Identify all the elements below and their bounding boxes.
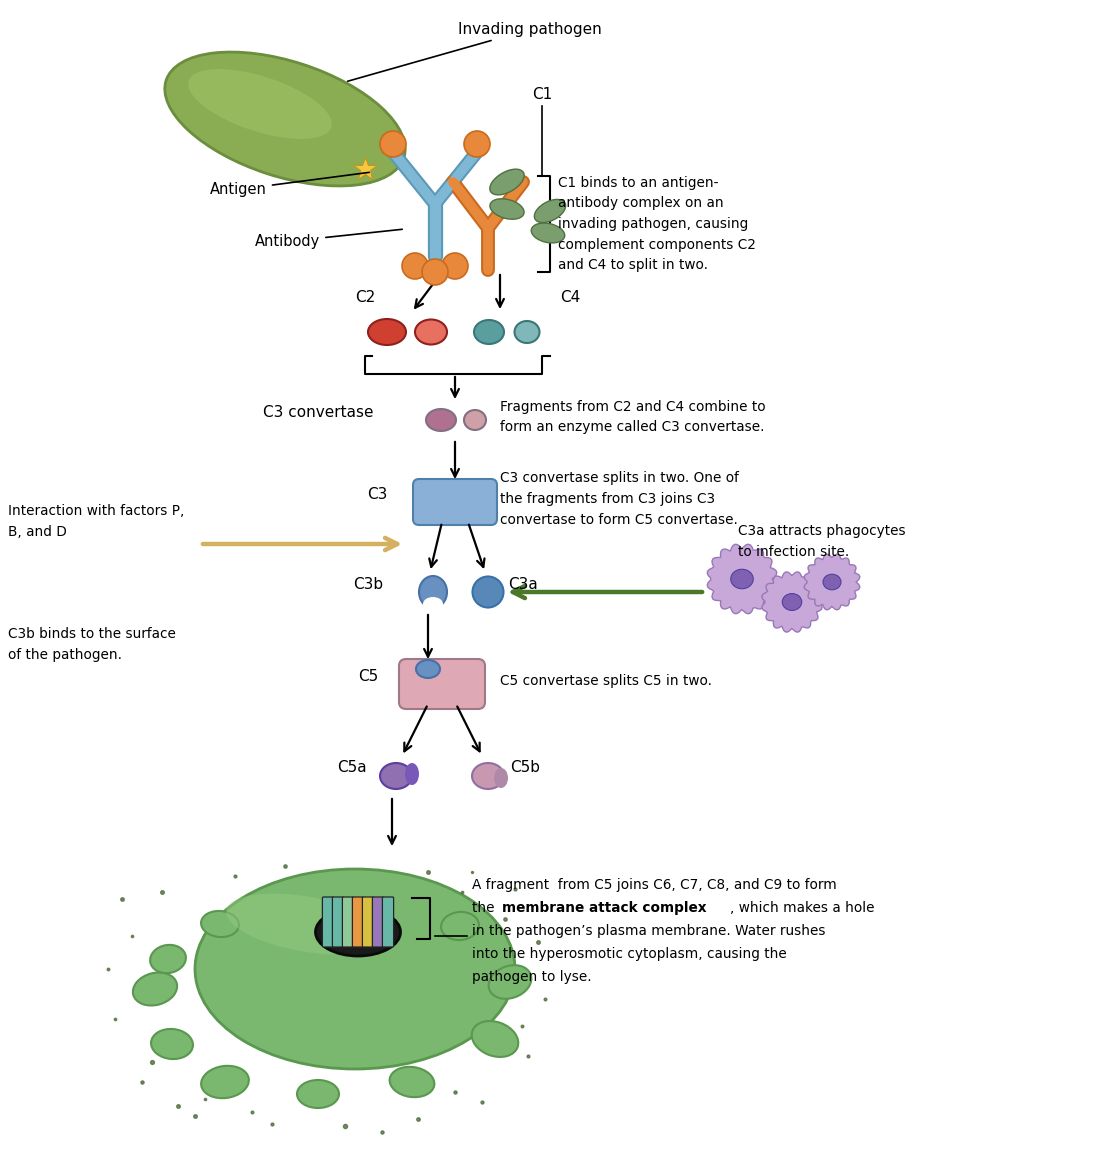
Circle shape xyxy=(380,132,406,157)
Text: C3b: C3b xyxy=(353,577,383,592)
Text: Antibody: Antibody xyxy=(255,230,402,249)
Text: Antigen: Antigen xyxy=(210,172,369,197)
Text: C2: C2 xyxy=(355,290,375,305)
Text: C1 binds to an antigen-
antibody complex on an
invading pathogen, causing
comple: C1 binds to an antigen- antibody complex… xyxy=(558,175,756,272)
Ellipse shape xyxy=(472,763,504,789)
Ellipse shape xyxy=(474,320,504,344)
FancyBboxPatch shape xyxy=(382,897,393,947)
Ellipse shape xyxy=(151,1029,193,1059)
Ellipse shape xyxy=(823,575,841,590)
FancyBboxPatch shape xyxy=(343,897,354,947)
Text: into the hyperosmotic cytoplasm, causing the: into the hyperosmotic cytoplasm, causing… xyxy=(472,947,787,961)
Ellipse shape xyxy=(423,597,443,610)
FancyBboxPatch shape xyxy=(323,897,334,947)
Circle shape xyxy=(402,253,428,279)
Ellipse shape xyxy=(195,869,515,1069)
Ellipse shape xyxy=(188,69,332,138)
Ellipse shape xyxy=(731,569,754,589)
Ellipse shape xyxy=(426,409,456,430)
Text: C5b: C5b xyxy=(510,760,540,775)
Ellipse shape xyxy=(315,908,400,956)
Text: in the pathogen’s plasma membrane. Water rushes: in the pathogen’s plasma membrane. Water… xyxy=(472,924,825,938)
Ellipse shape xyxy=(515,321,540,343)
Ellipse shape xyxy=(390,1066,434,1097)
Text: C5: C5 xyxy=(358,669,378,684)
Ellipse shape xyxy=(165,52,406,186)
Text: C3b binds to the surface
of the pathogen.: C3b binds to the surface of the pathogen… xyxy=(8,628,176,662)
Text: C3a: C3a xyxy=(508,577,538,592)
Polygon shape xyxy=(761,572,822,632)
Circle shape xyxy=(422,258,449,285)
Ellipse shape xyxy=(406,763,419,785)
FancyBboxPatch shape xyxy=(399,659,485,709)
Circle shape xyxy=(464,132,490,157)
Ellipse shape xyxy=(201,911,239,937)
FancyBboxPatch shape xyxy=(413,479,497,525)
FancyBboxPatch shape xyxy=(333,897,344,947)
Ellipse shape xyxy=(534,200,565,223)
FancyBboxPatch shape xyxy=(372,897,383,947)
Ellipse shape xyxy=(441,912,479,941)
Ellipse shape xyxy=(488,965,531,999)
Text: Interaction with factors P,
B, and D: Interaction with factors P, B, and D xyxy=(8,504,184,539)
Text: C5a: C5a xyxy=(337,760,367,775)
Text: C3a attracts phagocytes
to infection site.: C3a attracts phagocytes to infection sit… xyxy=(738,524,906,559)
Text: C3 convertase: C3 convertase xyxy=(262,405,374,420)
Ellipse shape xyxy=(368,319,406,345)
Text: C3 convertase splits in two. One of
the fragments from C3 joins C3
convertase to: C3 convertase splits in two. One of the … xyxy=(500,471,738,526)
Ellipse shape xyxy=(298,1080,339,1108)
Ellipse shape xyxy=(419,576,447,608)
Ellipse shape xyxy=(472,1021,518,1057)
Text: Fragments from C2 and C4 combine to
form an enzyme called C3 convertase.: Fragments from C2 and C4 combine to form… xyxy=(500,399,766,434)
Text: Invading pathogen: Invading pathogen xyxy=(347,22,602,81)
Text: C3: C3 xyxy=(368,487,388,502)
Ellipse shape xyxy=(226,893,383,954)
Text: A fragment  from C5 joins C6, C7, C8, and C9 to form: A fragment from C5 joins C6, C7, C8, and… xyxy=(472,878,836,892)
Ellipse shape xyxy=(380,763,412,789)
Circle shape xyxy=(442,253,468,279)
FancyBboxPatch shape xyxy=(363,897,374,947)
Ellipse shape xyxy=(464,410,486,430)
Ellipse shape xyxy=(202,1066,249,1099)
Ellipse shape xyxy=(133,973,177,1005)
Text: pathogen to lyse.: pathogen to lyse. xyxy=(472,971,592,984)
Text: membrane attack complex: membrane attack complex xyxy=(503,901,706,915)
Ellipse shape xyxy=(150,945,186,973)
Text: C5 convertase splits C5 in two.: C5 convertase splits C5 in two. xyxy=(500,674,712,688)
Circle shape xyxy=(473,577,504,607)
Text: C4: C4 xyxy=(560,290,581,305)
Text: C1: C1 xyxy=(532,87,552,102)
FancyBboxPatch shape xyxy=(353,897,364,947)
Ellipse shape xyxy=(494,769,508,788)
Ellipse shape xyxy=(489,170,525,195)
Ellipse shape xyxy=(531,223,564,243)
Ellipse shape xyxy=(415,660,440,679)
Polygon shape xyxy=(707,545,777,614)
Ellipse shape xyxy=(415,320,447,345)
Ellipse shape xyxy=(490,198,525,219)
Text: the: the xyxy=(472,901,499,915)
Ellipse shape xyxy=(782,593,802,610)
Text: , which makes a hole: , which makes a hole xyxy=(730,901,875,915)
Polygon shape xyxy=(804,554,860,609)
